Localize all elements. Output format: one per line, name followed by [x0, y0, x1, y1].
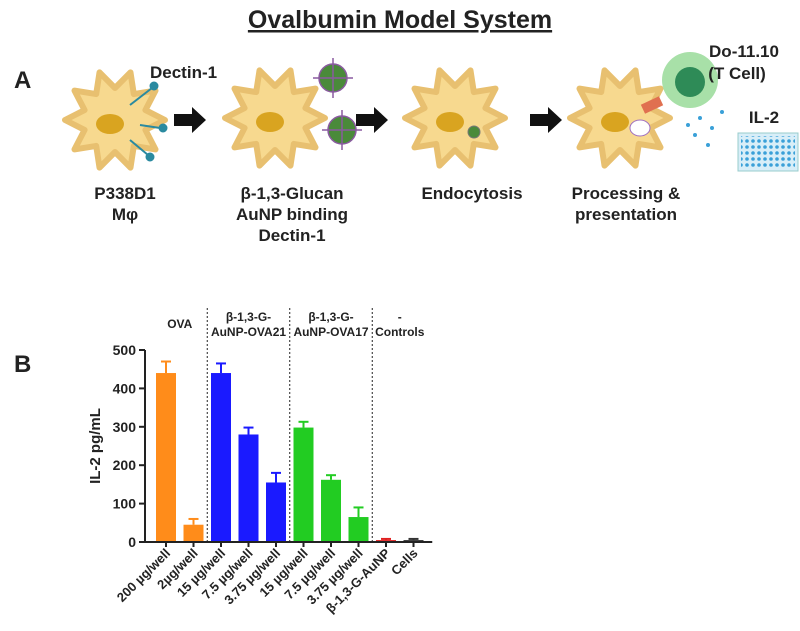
- step-label: Endocytosis: [421, 184, 522, 203]
- panel-label: A: [14, 67, 31, 94]
- step-label: AuNP binding: [236, 205, 348, 224]
- y-tick-label: 500: [113, 342, 137, 358]
- bar: [293, 427, 314, 542]
- x-tick-label: Cells: [388, 546, 421, 579]
- t-cell-label: (T Cell): [708, 64, 766, 83]
- group-label: β-1,3-G-: [226, 310, 271, 324]
- bar: [211, 373, 231, 542]
- step-label: Processing &: [572, 184, 681, 203]
- y-tick-label: 100: [113, 496, 137, 512]
- step-label: presentation: [575, 205, 677, 224]
- figure-title: Ovalbumin Model System: [248, 6, 552, 34]
- group-label: Controls: [375, 325, 425, 339]
- group-label: -: [398, 310, 402, 324]
- bar: [321, 479, 341, 542]
- bar: [348, 517, 369, 542]
- panel-label: B: [14, 351, 31, 378]
- y-tick-label: 400: [113, 380, 137, 396]
- bar: [156, 373, 176, 542]
- step-label: Mφ: [112, 205, 138, 224]
- receptor-label: Dectin-1: [150, 63, 217, 82]
- t-cell-label: Do-11.10: [709, 42, 779, 61]
- group-label: AuNP-OVA21: [211, 325, 286, 339]
- y-tick-label: 0: [128, 534, 136, 550]
- y-axis-label: IL-2 pg/mL: [87, 408, 104, 484]
- group-label: OVA: [167, 317, 192, 331]
- diagram: [65, 52, 799, 172]
- step-label: Dectin-1: [258, 226, 325, 245]
- step-label: P338D1: [94, 184, 155, 203]
- y-tick-label: 300: [113, 419, 137, 435]
- bar: [266, 482, 286, 542]
- group-label: β-1,3-G-: [308, 310, 353, 324]
- step-label: β-1,3-Glucan: [241, 184, 344, 203]
- group-label: AuNP-OVA17: [293, 325, 368, 339]
- y-tick-label: 200: [113, 457, 137, 473]
- bar: [238, 434, 259, 542]
- cytokine-label: IL-2: [749, 108, 779, 127]
- bar: [183, 524, 204, 542]
